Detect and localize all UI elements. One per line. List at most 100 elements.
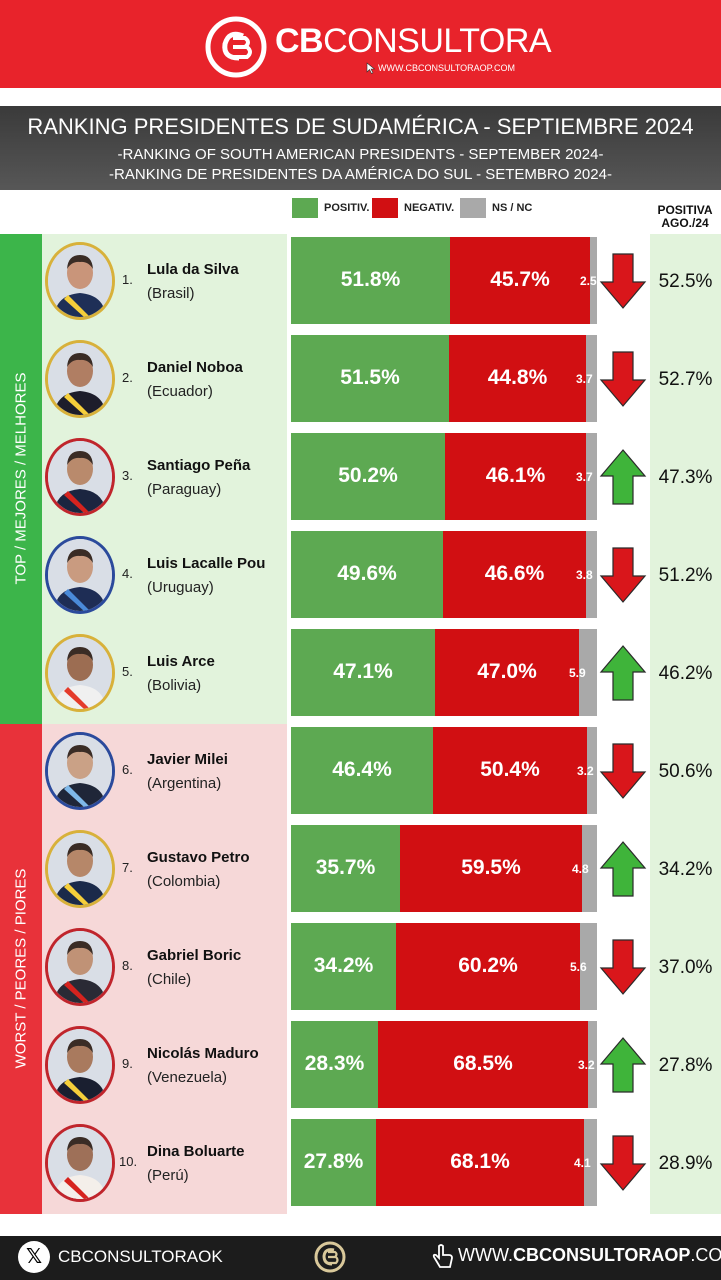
table-row: 7. Gustavo Petro (Colombia) 35.7% 59.5% 4.8 34…: [0, 822, 721, 920]
arrow-down-icon: [599, 939, 647, 995]
arrow-up-icon: [599, 1037, 647, 1093]
table-row: 4. Luis Lacalle Pou (Uruguay) 49.6% 46.6% 3.8…: [0, 528, 721, 626]
previous-positive-column: [650, 234, 721, 1214]
arrow-up-icon: [599, 449, 647, 505]
avatar: [45, 1124, 115, 1202]
legend-ns-swatch: [460, 198, 486, 218]
president-name: Dina Boluarte: [147, 1143, 245, 1160]
president-country: (Brasil): [147, 285, 195, 302]
arrow-down-icon: [599, 253, 647, 309]
avatar: [45, 928, 115, 1006]
previous-positive-value: 50.6%: [658, 761, 713, 782]
previous-positive-value: 37.0%: [658, 957, 713, 978]
bar-positive: [291, 433, 445, 520]
avatar: [45, 536, 115, 614]
rank-number: 1.: [122, 272, 133, 287]
bar-ns-label: 4.8: [572, 862, 589, 876]
table-row: 6. Javier Milei (Argentina) 46.4% 50.4% 3.2 50…: [0, 724, 721, 822]
bar-positive: [291, 237, 450, 324]
bar-ns: [582, 825, 597, 912]
header-url[interactable]: WWW.CBCONSULTORAOP.COM: [378, 63, 516, 73]
bar-negative: [376, 1119, 584, 1206]
previous-positive-value: 51.2%: [658, 565, 713, 586]
president-country: (Perú): [147, 1167, 189, 1184]
avatar: [45, 634, 115, 712]
bar-negative-label: 50.4%: [480, 758, 540, 781]
previous-positive-value: 47.3%: [658, 467, 713, 488]
legend-positive: POSITIV.: [292, 197, 369, 219]
bar-ns: [584, 1119, 597, 1206]
legend-negative-swatch: [372, 198, 398, 218]
bar-positive: [291, 629, 435, 716]
previous-positive-value: 27.8%: [658, 1055, 713, 1076]
table-row: 8. Gabriel Boric (Chile) 34.2% 60.2% 5.6 37.0%: [0, 920, 721, 1018]
table-row: 5. Luis Arce (Bolivia) 47.1% 47.0% 5.9 46.2%: [0, 626, 721, 724]
footer-url[interactable]: WWW.CBCONSULTORAOP.COM: [458, 1245, 721, 1265]
president-name: Gabriel Boric: [147, 947, 242, 964]
bar-negative-label: 47.0%: [477, 660, 537, 683]
bar-positive: [291, 727, 433, 814]
bar-ns: [586, 531, 597, 618]
legend-ns-label: NS / NC: [492, 202, 533, 214]
bar-negative-label: 68.1%: [450, 1150, 510, 1173]
rank-number: 2.: [122, 370, 133, 385]
table-row: 1. Lula da Silva (Brasil) 51.8% 45.7% 2.5 52.5…: [0, 234, 721, 332]
bar-ns-label: 3.2: [577, 764, 594, 778]
cb-footer-logo-icon: [314, 1241, 346, 1273]
legend-ns: NS / NC: [460, 197, 532, 219]
bar-negative: [443, 531, 586, 618]
header-banner: CBCONSULTORA WWW.CBCONSULTORAOP.COM: [0, 0, 721, 92]
cursor-click-icon: [366, 62, 376, 74]
bar-positive-label: 35.7%: [315, 856, 376, 879]
bar-negative-label: 59.5%: [461, 856, 521, 879]
chart-subtitle-pt: -RANKING DE PRESIDENTES DA AMÉRICA DO SU…: [109, 166, 612, 183]
legend-positive-label: POSITIV.: [324, 202, 370, 214]
title-bar: RANKING PRESIDENTES DE SUDAMÉRICA - SEPT…: [0, 106, 721, 190]
previous-positive-value: 34.2%: [658, 859, 713, 880]
bar-ns-label: 3.2: [578, 1058, 595, 1072]
table-row: 10. Dina Boluarte (Perú) 27.8% 68.1% 4.1 28.9%: [0, 1116, 721, 1214]
president-name: Luis Arce: [147, 653, 215, 670]
bar-negative: [435, 629, 579, 716]
president-country: (Uruguay): [147, 579, 214, 596]
previous-positive-value: 46.2%: [658, 663, 713, 684]
bar-positive-label: 34.2%: [313, 954, 374, 977]
president-name: Javier Milei: [147, 751, 228, 768]
arrow-up-icon: [599, 841, 647, 897]
previous-positive-value: 52.7%: [658, 369, 713, 390]
legend-negative: NEGATIV.: [372, 197, 454, 219]
bar-positive-label: 47.1%: [333, 660, 393, 683]
president-country: (Ecuador): [147, 383, 213, 400]
bar-positive-label: 46.4%: [332, 758, 392, 781]
bar-negative: [396, 923, 580, 1010]
bar-ns: [587, 727, 597, 814]
legend-positive-swatch: [292, 198, 318, 218]
rank-number: 3.: [122, 468, 133, 483]
footer-x-handle[interactable]: CBCONSULTORAOK: [58, 1247, 223, 1266]
top-group-sidebar: [0, 234, 42, 724]
president-country: (Paraguay): [147, 481, 222, 498]
table-row: 2. Daniel Noboa (Ecuador) 51.5% 44.8% 3.7 52.7…: [0, 332, 721, 430]
arrow-down-icon: [599, 351, 647, 407]
bar-negative: [445, 433, 586, 520]
bar-ns: [586, 433, 597, 520]
bottom-group-sidebar: [0, 724, 42, 1214]
bar-negative: [433, 727, 587, 814]
chart-subtitle-en: -RANKING OF SOUTH AMERICAN PRESIDENTS - …: [117, 146, 604, 163]
pointer-hand-icon: [432, 1244, 453, 1268]
avatar: [45, 340, 115, 418]
president-name: Daniel Noboa: [147, 359, 243, 376]
bar-ns-label: 5.9: [569, 666, 586, 680]
arrow-down-icon: [599, 547, 647, 603]
president-country: (Bolivia): [147, 677, 202, 694]
avatar: [45, 438, 115, 516]
arrow-up-icon: [599, 645, 647, 701]
x-logo-icon[interactable]: 𝕏: [18, 1241, 50, 1273]
arrow-down-icon: [599, 743, 647, 799]
president-country: (Argentina): [147, 775, 222, 792]
previous-positive-value: 28.9%: [658, 1153, 713, 1174]
bar-ns-label: 4.1: [574, 1156, 591, 1170]
president-country: (Venezuela): [147, 1069, 228, 1086]
bar-ns-label: 3.8: [576, 568, 593, 582]
table-row: 3. Santiago Peña (Paraguay) 50.2% 46.1% 3.7 47…: [0, 430, 721, 528]
